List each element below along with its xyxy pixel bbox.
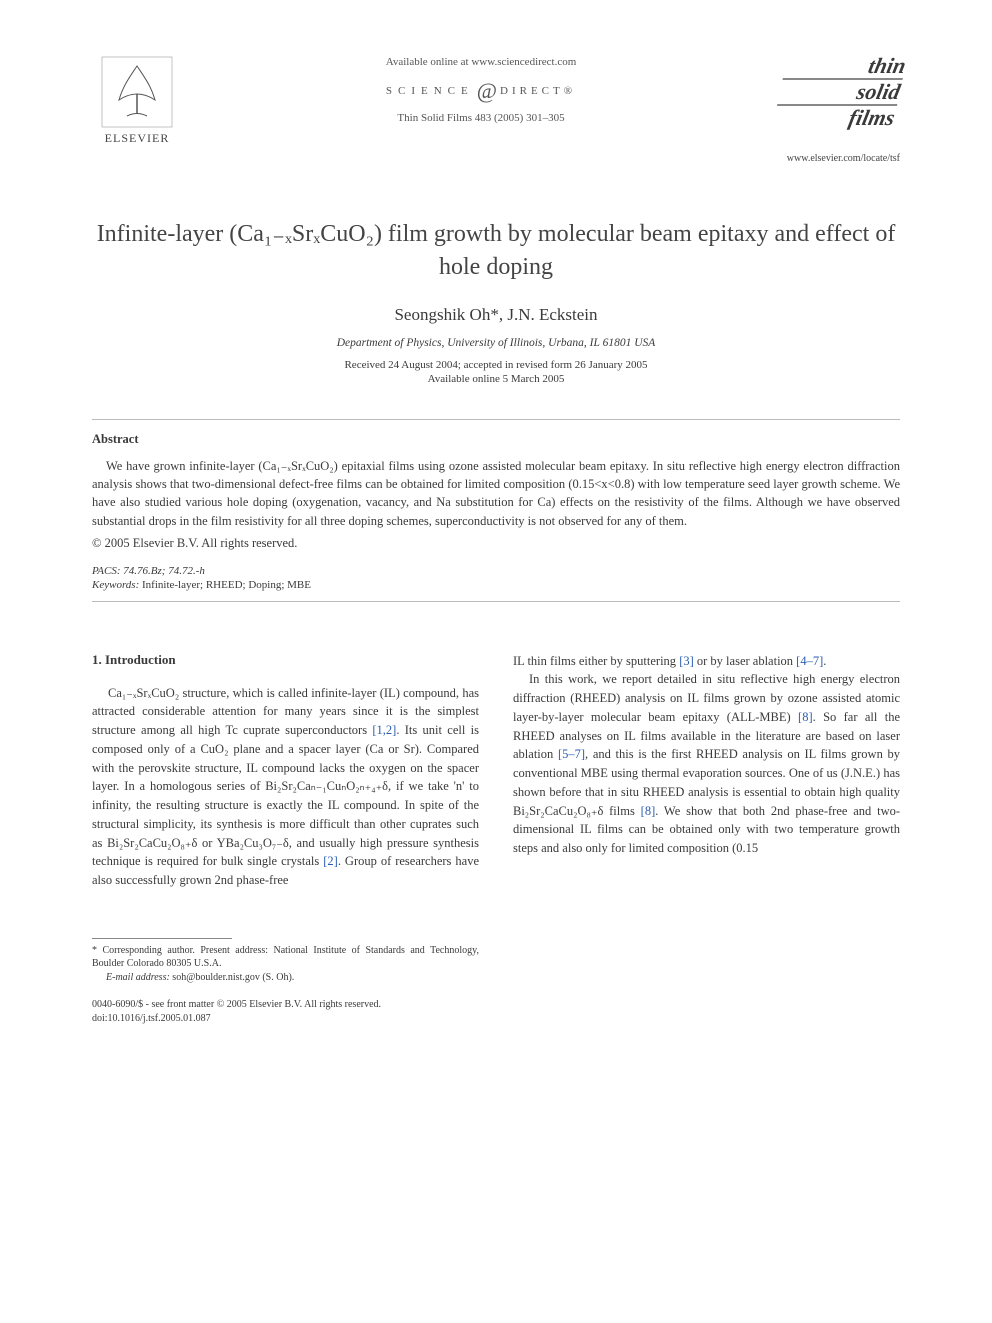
horizontal-rule <box>92 601 900 602</box>
footer-copyright: 0040-6090/$ - see front matter © 2005 El… <box>92 998 479 1012</box>
citation-ref[interactable]: [8] <box>798 710 813 724</box>
journal-logo: thin solid films <box>772 56 907 127</box>
citation-ref[interactable]: [5–7] <box>558 747 585 761</box>
abstract-copyright: © 2005 Elsevier B.V. All rights reserved… <box>92 536 900 551</box>
sd-d-icon: @ <box>477 78 497 103</box>
sd-right: DIRECT® <box>500 85 576 97</box>
citation: Thin Solid Films 483 (2005) 301–305 <box>182 112 780 124</box>
pacs-label: PACS: <box>92 565 121 577</box>
pacs-line: PACS: 74.76.Bz; 74.72.-h <box>92 565 900 577</box>
header-center: Available online at www.sciencedirect.co… <box>182 56 780 124</box>
page-header: ELSEVIER Available online at www.science… <box>92 56 900 164</box>
journal-logo-line: thin <box>783 56 907 76</box>
available-online-date: Available online 5 March 2005 <box>92 373 900 385</box>
email-label: E-mail address: <box>106 972 170 983</box>
keywords-line: Keywords: Infinite-layer; RHEED; Doping;… <box>92 579 900 591</box>
email-address[interactable]: soh@boulder.nist.gov (S. Oh). <box>172 972 294 983</box>
journal-logo-block: thin solid films www.elsevier.com/locate… <box>780 56 900 164</box>
sciencedirect-logo: SCIENCE @ DIRECT® <box>182 78 780 104</box>
doi: doi:10.1016/j.tsf.2005.01.087 <box>92 1012 479 1026</box>
available-online: Available online at www.sciencedirect.co… <box>182 56 780 68</box>
elsevier-tree-icon <box>101 56 173 128</box>
citation-ref[interactable]: [4–7] <box>796 654 823 668</box>
article-dates: Received 24 August 2004; accepted in rev… <box>92 359 900 371</box>
footnote-rule <box>92 938 232 939</box>
body-columns: 1. Introduction Ca₁₋ₓSrₓCuO₂ structure, … <box>92 652 900 1026</box>
article-title: Infinite-layer (Ca₁₋ₓSrₓCuO₂) film growt… <box>92 218 900 283</box>
authors: Seongshik Oh*, J.N. Eckstein <box>92 305 900 325</box>
corresponding-author: * Corresponding author. Present address:… <box>92 944 479 971</box>
abstract-text: We have grown infinite-layer (Ca₁₋ₓSrₓCu… <box>92 457 900 530</box>
body-paragraph: Ca₁₋ₓSrₓCuO₂ structure, which is called … <box>92 684 479 890</box>
section-heading: 1. Introduction <box>92 652 479 668</box>
citation-ref[interactable]: [3] <box>679 654 694 668</box>
citation-ref[interactable]: [2] <box>323 854 338 868</box>
paragraph-text: IL thin films either by sputtering [3] o… <box>513 652 900 671</box>
elsevier-label: ELSEVIER <box>92 131 182 146</box>
citation-ref[interactable]: [1,2] <box>372 723 396 737</box>
left-column: 1. Introduction Ca₁₋ₓSrₓCuO₂ structure, … <box>92 652 479 1026</box>
citation-ref[interactable]: [8] <box>641 804 656 818</box>
elsevier-logo: ELSEVIER <box>92 56 182 146</box>
keywords-label: Keywords: <box>92 579 139 591</box>
abstract-heading: Abstract <box>92 432 900 447</box>
email-line: E-mail address: soh@boulder.nist.gov (S.… <box>92 971 479 985</box>
paragraph-text: Ca₁₋ₓSrₓCuO₂ structure, which is called … <box>92 684 479 890</box>
body-paragraph: IL thin films either by sputtering [3] o… <box>513 652 900 858</box>
affiliation: Department of Physics, University of Ill… <box>92 337 900 349</box>
journal-logo-line: solid <box>778 82 902 102</box>
right-column: IL thin films either by sputtering [3] o… <box>513 652 900 1026</box>
keywords-value: Infinite-layer; RHEED; Doping; MBE <box>142 579 311 591</box>
paragraph-text: In this work, we report detailed in situ… <box>513 670 900 858</box>
sd-left: SCIENCE <box>386 85 474 97</box>
pacs-value: 74.76.Bz; 74.72.-h <box>123 565 205 577</box>
journal-logo-line: films <box>772 108 896 128</box>
horizontal-rule <box>92 419 900 420</box>
footnotes: * Corresponding author. Present address:… <box>92 938 479 1026</box>
journal-url[interactable]: www.elsevier.com/locate/tsf <box>780 153 900 164</box>
